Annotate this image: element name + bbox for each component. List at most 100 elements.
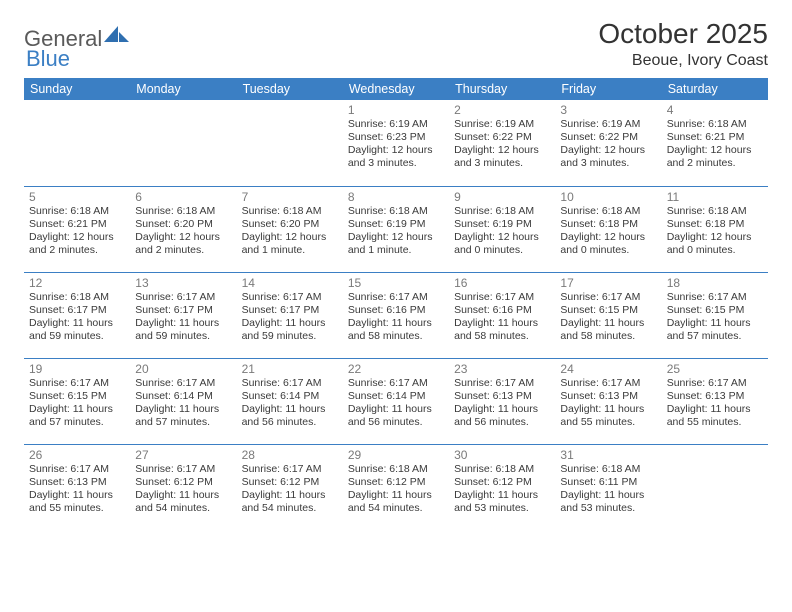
day-number: 1 [348,103,444,117]
sunrise-line: Sunrise: 6:17 AM [135,291,231,304]
calendar-cell: 25Sunrise: 6:17 AMSunset: 6:13 PMDayligh… [662,358,768,444]
sunrise-line: Sunrise: 6:17 AM [454,377,550,390]
day-number: 18 [667,276,763,290]
daylight-line: Daylight: 11 hours and 57 minutes. [667,317,763,343]
day-number: 11 [667,190,763,204]
sunrise-line: Sunrise: 6:17 AM [560,377,656,390]
sunset-line: Sunset: 6:16 PM [348,304,444,317]
daylight-line: Daylight: 12 hours and 3 minutes. [560,144,656,170]
day-number: 17 [560,276,656,290]
calendar-cell: 7Sunrise: 6:18 AMSunset: 6:20 PMDaylight… [237,186,343,272]
calendar-cell: 19Sunrise: 6:17 AMSunset: 6:15 PMDayligh… [24,358,130,444]
calendar-cell: 12Sunrise: 6:18 AMSunset: 6:17 PMDayligh… [24,272,130,358]
sunrise-line: Sunrise: 6:18 AM [454,205,550,218]
calendar-cell: 15Sunrise: 6:17 AMSunset: 6:16 PMDayligh… [343,272,449,358]
day-header: Saturday [662,78,768,100]
day-number: 15 [348,276,444,290]
calendar-header-row: SundayMondayTuesdayWednesdayThursdayFrid… [24,78,768,100]
title-block: October 2025 Beoue, Ivory Coast [598,18,768,70]
calendar-week-row: 26Sunrise: 6:17 AMSunset: 6:13 PMDayligh… [24,444,768,530]
day-number: 27 [135,448,231,462]
calendar-cell: 11Sunrise: 6:18 AMSunset: 6:18 PMDayligh… [662,186,768,272]
daylight-line: Daylight: 11 hours and 58 minutes. [560,317,656,343]
daylight-line: Daylight: 11 hours and 54 minutes. [348,489,444,515]
day-header: Monday [130,78,236,100]
day-number: 3 [560,103,656,117]
sunset-line: Sunset: 6:17 PM [242,304,338,317]
calendar-cell: 28Sunrise: 6:17 AMSunset: 6:12 PMDayligh… [237,444,343,530]
sunrise-line: Sunrise: 6:18 AM [348,205,444,218]
day-number: 20 [135,362,231,376]
sunset-line: Sunset: 6:14 PM [242,390,338,403]
daylight-line: Daylight: 12 hours and 1 minute. [348,231,444,257]
daylight-line: Daylight: 11 hours and 56 minutes. [348,403,444,429]
sunset-line: Sunset: 6:12 PM [135,476,231,489]
sunrise-line: Sunrise: 6:19 AM [348,118,444,131]
sunset-line: Sunset: 6:11 PM [560,476,656,489]
calendar-cell: 14Sunrise: 6:17 AMSunset: 6:17 PMDayligh… [237,272,343,358]
calendar-cell: 6Sunrise: 6:18 AMSunset: 6:20 PMDaylight… [130,186,236,272]
sunrise-line: Sunrise: 6:17 AM [348,377,444,390]
day-header: Sunday [24,78,130,100]
sunset-line: Sunset: 6:21 PM [29,218,125,231]
sunset-line: Sunset: 6:12 PM [348,476,444,489]
sunset-line: Sunset: 6:17 PM [29,304,125,317]
sunrise-line: Sunrise: 6:17 AM [29,463,125,476]
logo-sail-icon [104,25,130,48]
calendar-cell [24,100,130,186]
day-number: 12 [29,276,125,290]
day-number: 25 [667,362,763,376]
day-header: Wednesday [343,78,449,100]
sunrise-line: Sunrise: 6:18 AM [135,205,231,218]
daylight-line: Daylight: 11 hours and 55 minutes. [667,403,763,429]
sunset-line: Sunset: 6:12 PM [242,476,338,489]
calendar-cell: 26Sunrise: 6:17 AMSunset: 6:13 PMDayligh… [24,444,130,530]
day-number: 6 [135,190,231,204]
daylight-line: Daylight: 11 hours and 56 minutes. [454,403,550,429]
sunset-line: Sunset: 6:22 PM [560,131,656,144]
day-header: Tuesday [237,78,343,100]
sunrise-line: Sunrise: 6:17 AM [135,377,231,390]
sunset-line: Sunset: 6:23 PM [348,131,444,144]
logo-blue-row: Blue [26,46,70,72]
sunset-line: Sunset: 6:15 PM [560,304,656,317]
sunset-line: Sunset: 6:13 PM [667,390,763,403]
daylight-line: Daylight: 12 hours and 0 minutes. [454,231,550,257]
day-number: 31 [560,448,656,462]
daylight-line: Daylight: 11 hours and 56 minutes. [242,403,338,429]
daylight-line: Daylight: 11 hours and 58 minutes. [454,317,550,343]
page-subtitle: Beoue, Ivory Coast [598,52,768,70]
calendar-cell [130,100,236,186]
calendar-cell: 4Sunrise: 6:18 AMSunset: 6:21 PMDaylight… [662,100,768,186]
calendar-cell: 29Sunrise: 6:18 AMSunset: 6:12 PMDayligh… [343,444,449,530]
sunrise-line: Sunrise: 6:17 AM [667,377,763,390]
daylight-line: Daylight: 11 hours and 53 minutes. [560,489,656,515]
sunrise-line: Sunrise: 6:18 AM [242,205,338,218]
sunset-line: Sunset: 6:22 PM [454,131,550,144]
logo-text-blue: Blue [26,46,70,71]
daylight-line: Daylight: 11 hours and 55 minutes. [29,489,125,515]
daylight-line: Daylight: 11 hours and 53 minutes. [454,489,550,515]
day-number: 10 [560,190,656,204]
day-number: 26 [29,448,125,462]
sunrise-line: Sunrise: 6:18 AM [348,463,444,476]
sunset-line: Sunset: 6:14 PM [135,390,231,403]
page-title: October 2025 [598,18,768,50]
daylight-line: Daylight: 11 hours and 54 minutes. [135,489,231,515]
calendar-cell: 2Sunrise: 6:19 AMSunset: 6:22 PMDaylight… [449,100,555,186]
sunset-line: Sunset: 6:21 PM [667,131,763,144]
calendar-cell [237,100,343,186]
daylight-line: Daylight: 11 hours and 59 minutes. [135,317,231,343]
calendar-cell [662,444,768,530]
calendar-week-row: 12Sunrise: 6:18 AMSunset: 6:17 PMDayligh… [24,272,768,358]
day-number: 22 [348,362,444,376]
day-number: 29 [348,448,444,462]
calendar-cell: 9Sunrise: 6:18 AMSunset: 6:19 PMDaylight… [449,186,555,272]
sunset-line: Sunset: 6:19 PM [348,218,444,231]
calendar-cell: 24Sunrise: 6:17 AMSunset: 6:13 PMDayligh… [555,358,661,444]
header: General October 2025 Beoue, Ivory Coast [24,18,768,70]
sunset-line: Sunset: 6:17 PM [135,304,231,317]
calendar-cell: 1Sunrise: 6:19 AMSunset: 6:23 PMDaylight… [343,100,449,186]
sunrise-line: Sunrise: 6:17 AM [242,463,338,476]
sunrise-line: Sunrise: 6:18 AM [667,205,763,218]
